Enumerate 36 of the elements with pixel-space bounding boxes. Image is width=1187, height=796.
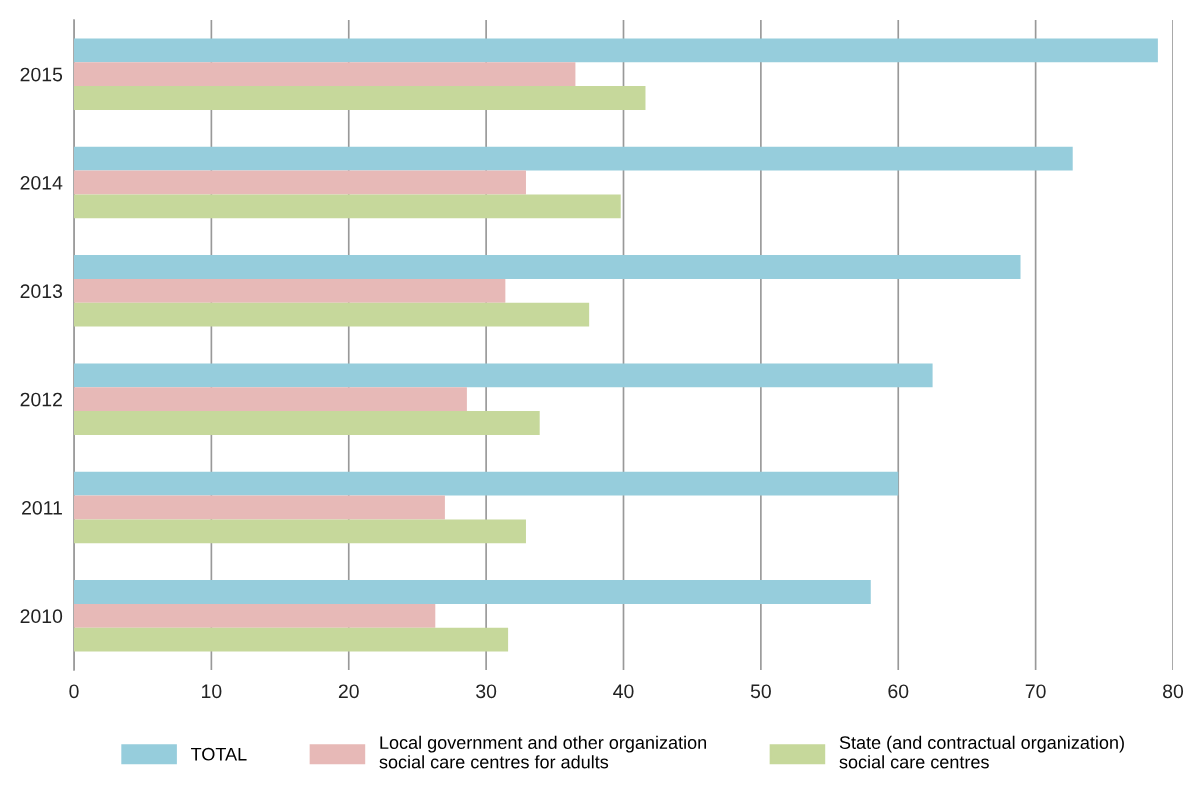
bar bbox=[74, 62, 576, 87]
x-tick-label: 40 bbox=[613, 684, 634, 699]
bar bbox=[74, 471, 899, 496]
bar bbox=[74, 411, 540, 435]
legend-label: Local government and other organization social care centres for adults bbox=[379, 735, 707, 769]
x-tick-label: 80 bbox=[1163, 684, 1184, 699]
x-tick-label: 60 bbox=[888, 684, 909, 699]
y-tick-label: 2015 bbox=[20, 67, 63, 82]
y-tick-label: 2013 bbox=[20, 284, 63, 299]
bar bbox=[74, 363, 933, 388]
bar bbox=[74, 146, 1073, 171]
bar bbox=[74, 38, 1158, 63]
bar bbox=[74, 278, 506, 303]
legend-label: TOTAL bbox=[191, 747, 247, 761]
bar bbox=[74, 170, 526, 195]
x-tick-label: 50 bbox=[750, 684, 771, 699]
bar bbox=[74, 86, 646, 110]
legend-label: State (and contractual organization) social care centres bbox=[839, 735, 1124, 769]
x-tick-label: 30 bbox=[476, 684, 497, 699]
y-tick-label: 2011 bbox=[22, 500, 62, 515]
y-tick-label: 2012 bbox=[20, 392, 62, 407]
x-tick-label: 70 bbox=[1025, 684, 1046, 699]
bar bbox=[74, 580, 871, 604]
bar bbox=[74, 495, 445, 520]
x-tick-label: 10 bbox=[202, 684, 222, 699]
bar bbox=[74, 255, 1021, 279]
y-tick-label: 2010 bbox=[20, 609, 63, 624]
y-tick-label: 2014 bbox=[20, 175, 63, 190]
bar bbox=[74, 302, 590, 327]
bar bbox=[74, 387, 467, 412]
bar bbox=[74, 627, 509, 652]
bar bbox=[74, 603, 436, 628]
bar bbox=[74, 519, 526, 544]
x-tick-label: 20 bbox=[338, 684, 359, 699]
x-tick-label: 0 bbox=[69, 684, 79, 699]
bar bbox=[74, 194, 621, 219]
